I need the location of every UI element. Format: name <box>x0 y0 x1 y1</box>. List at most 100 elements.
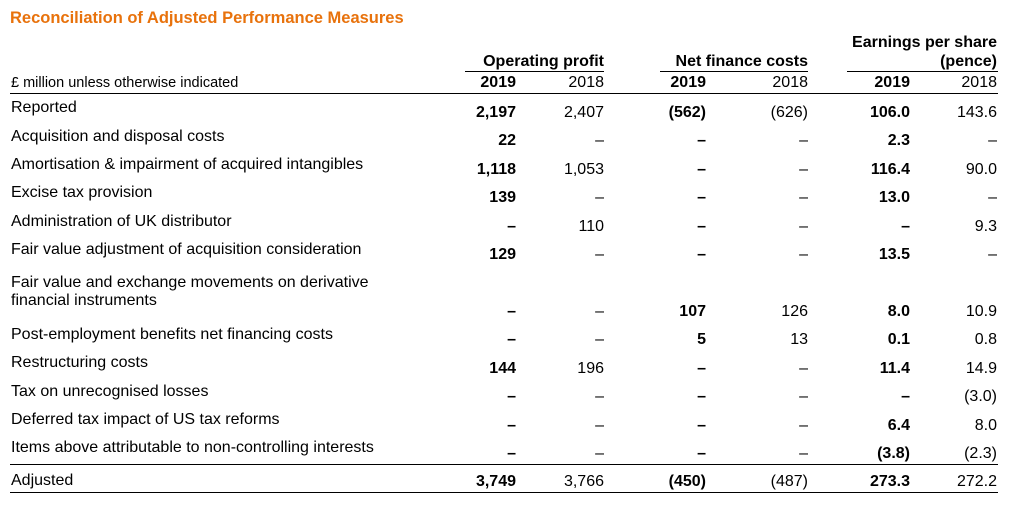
cell-r6-op-2018: – <box>595 303 604 320</box>
cell-r3-nfc-2018: – <box>799 189 808 206</box>
row-label-fair-value-derivative-line2: financial instruments <box>11 292 157 309</box>
cell-r4-eps-2019: – <box>901 218 910 235</box>
cell-r9-eps-2019: – <box>901 388 910 405</box>
group-underline-net-finance-costs <box>660 71 808 72</box>
cell-r2-op-2018: 1,053 <box>563 161 604 178</box>
cell-r11-nfc-2018: – <box>799 445 808 462</box>
cell-r8-eps-2019: 11.4 <box>879 360 910 377</box>
row-label-deferred-tax: Deferred tax impact of US tax reforms <box>11 411 280 428</box>
year-header-nfc-2019: 2019 <box>670 74 706 91</box>
cell-r6-nfc-2018: 126 <box>781 303 808 320</box>
cell-r6-op-2019: – <box>507 303 516 320</box>
cell-r3-nfc-2019: – <box>697 189 706 206</box>
cell-r11-eps-2018: (2.3) <box>964 445 997 462</box>
unit-label: £ million unless otherwise indicated <box>11 75 239 91</box>
group-header-net-finance-costs: Net finance costs <box>675 53 808 70</box>
row-label-fair-value-derivative-line1: Fair value and exchange movements on der… <box>11 274 369 291</box>
cell-r10-eps-2019: 6.4 <box>887 417 910 434</box>
adjusted-bottom-rule <box>10 492 998 493</box>
cell-r10-nfc-2018: – <box>799 417 808 434</box>
cell-r7-op-2019: – <box>507 331 516 348</box>
cell-r1-nfc-2018: – <box>799 132 808 149</box>
adjusted-top-rule <box>10 464 998 465</box>
cell-r1-op-2018: – <box>595 132 604 149</box>
cell-r4-nfc-2019: – <box>697 218 706 235</box>
group-header-eps-line1: Earnings per share <box>852 34 997 51</box>
row-label-excise-tax: Excise tax provision <box>11 184 153 201</box>
cell-r3-eps-2018: – <box>988 189 997 206</box>
cell-r9-op-2019: – <box>507 388 516 405</box>
cell-r11-eps-2019: (3.8) <box>877 445 910 462</box>
row-label-unrecognised-losses: Tax on unrecognised losses <box>11 383 209 400</box>
row-label-adjusted: Adjusted <box>11 472 74 489</box>
cell-r8-op-2018: 196 <box>577 360 604 377</box>
cell-r8-nfc-2018: – <box>799 360 808 377</box>
cell-r0-op-2018: 2,407 <box>563 104 604 121</box>
cell-r0-eps-2019: 106.0 <box>869 104 910 121</box>
cell-r2-eps-2019: 116.4 <box>870 161 910 178</box>
cell-r1-nfc-2019: – <box>697 132 706 149</box>
header-rule <box>10 93 998 94</box>
cell-r5-op-2018: – <box>595 246 604 263</box>
page-title: Reconciliation of Adjusted Performance M… <box>10 9 404 27</box>
cell-r6-nfc-2019: 107 <box>679 303 706 320</box>
cell-r5-nfc-2018: – <box>799 246 808 263</box>
group-underline-operating-profit <box>465 71 604 72</box>
cell-r5-nfc-2019: – <box>697 246 706 263</box>
cell-r0-eps-2018: 143.6 <box>956 104 997 121</box>
group-header-operating-profit: Operating profit <box>483 53 604 70</box>
cell-r10-op-2019: – <box>507 417 516 434</box>
cell-r12-eps-2018: 272.2 <box>956 473 997 490</box>
year-header-nfc-2018: 2018 <box>772 74 808 91</box>
cell-r2-op-2019: 1,118 <box>476 161 516 178</box>
cell-r11-op-2018: – <box>595 445 604 462</box>
cell-r9-op-2018: – <box>595 388 604 405</box>
group-underline-eps <box>847 71 998 72</box>
year-header-eps-2019: 2019 <box>874 74 910 91</box>
cell-r12-op-2018: 3,766 <box>563 473 604 490</box>
cell-r0-nfc-2018: (626) <box>770 104 808 121</box>
cell-r7-eps-2019: 0.1 <box>887 331 910 348</box>
cell-r8-nfc-2019: – <box>697 360 706 377</box>
year-header-eps-2018: 2018 <box>961 74 997 91</box>
cell-r2-eps-2018: 90.0 <box>965 161 997 178</box>
cell-r7-eps-2018: 0.8 <box>974 331 997 348</box>
cell-r4-op-2018: 110 <box>578 218 604 235</box>
cell-r7-op-2018: – <box>595 331 604 348</box>
group-header-eps-line2: (pence) <box>940 53 997 70</box>
cell-r7-nfc-2018: 13 <box>790 331 808 348</box>
cell-r5-eps-2018: – <box>988 246 997 263</box>
cell-r12-nfc-2018: (487) <box>770 473 808 490</box>
cell-r12-nfc-2019: (450) <box>668 473 706 490</box>
cell-r7-nfc-2019: 5 <box>697 331 706 348</box>
cell-r9-nfc-2019: – <box>697 388 706 405</box>
cell-r1-op-2019: 22 <box>498 132 516 149</box>
cell-r5-op-2019: 129 <box>489 246 516 263</box>
row-label-uk-distributor: Administration of UK distributor <box>11 213 232 230</box>
row-label-reported: Reported <box>11 99 77 116</box>
cell-r2-nfc-2018: – <box>799 161 808 178</box>
cell-r1-eps-2019: 2.3 <box>887 132 910 149</box>
row-label-post-employment: Post-employment benefits net financing c… <box>11 326 333 343</box>
row-label-acquisition-disposal: Acquisition and disposal costs <box>11 128 225 145</box>
cell-r12-eps-2019: 273.3 <box>869 473 910 490</box>
cell-r0-op-2019: 2,197 <box>475 104 516 121</box>
cell-r1-eps-2018: – <box>988 132 997 149</box>
cell-r8-op-2019: 144 <box>489 360 516 377</box>
cell-r11-nfc-2019: – <box>697 445 706 462</box>
row-label-non-controlling: Items above attributable to non-controll… <box>11 439 374 456</box>
row-label-fair-value-acquisition: Fair value adjustment of acquisition con… <box>11 241 362 258</box>
year-header-op-2018: 2018 <box>568 74 604 91</box>
cell-r2-nfc-2019: – <box>697 161 706 178</box>
cell-r9-eps-2018: (3.0) <box>964 388 997 405</box>
year-header-op-2019: 2019 <box>480 74 516 91</box>
cell-r3-op-2019: 139 <box>489 189 516 206</box>
cell-r4-op-2019: – <box>507 218 516 235</box>
cell-r4-eps-2018: 9.3 <box>974 218 997 235</box>
row-label-amortisation: Amortisation & impairment of acquired in… <box>11 156 364 173</box>
cell-r12-op-2019: 3,749 <box>475 473 516 490</box>
cell-r5-eps-2019: 13.5 <box>878 246 910 263</box>
cell-r10-eps-2018: 8.0 <box>974 417 997 434</box>
row-label-restructuring: Restructuring costs <box>11 354 148 371</box>
cell-r10-op-2018: – <box>595 417 604 434</box>
